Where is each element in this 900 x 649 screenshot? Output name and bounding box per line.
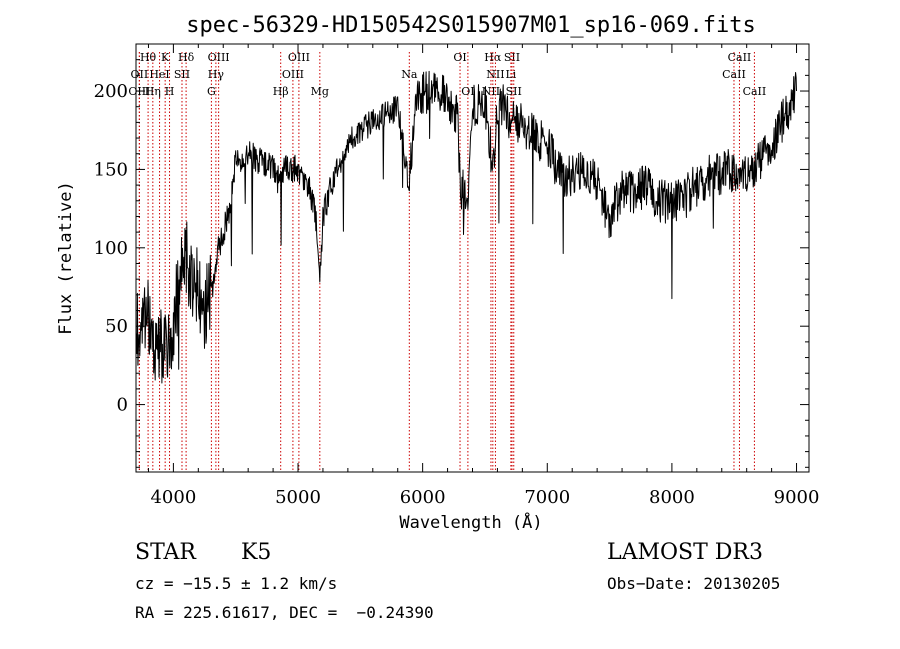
y-axis-label: Flux (relative) [56,181,76,335]
x-axis-label: Wavelength (Å) [399,511,542,533]
line-label-25: CaII [728,51,752,64]
line-label-21: NII [486,68,504,81]
x-tick-label-4: 8000 [649,487,695,508]
line-label-20: SII [504,51,520,64]
x-tick-label-1: 5000 [275,487,321,508]
y-tick-label-2: 100 [94,238,128,259]
line-label-27: CaII [743,85,767,98]
x-tick-label-5: 9000 [774,487,820,508]
line-label-22: Li [505,68,516,81]
spectrum-line-0 [135,70,797,384]
plot-frame [135,43,810,473]
redshift-readout: cz = −15.5 ± 1.2 km/s [135,574,338,593]
line-label-4: HeI [149,68,169,81]
line-label-10: Hγ [208,68,225,81]
line-label-11: G [207,85,216,98]
line-label-3: K [161,51,170,64]
spectrum-series [135,70,797,384]
observation-date: Obs−Date: 20130205 [607,574,781,593]
line-label-17: OI [453,51,466,64]
object-class: STAR [135,540,196,565]
y-tick-label-4: 200 [94,81,128,102]
line-label-9: OIII [208,51,230,64]
x-tick-label-2: 6000 [400,487,446,508]
y-tick-label-3: 150 [94,159,128,180]
line-label-5: Hη [145,85,161,98]
chart-title: spec-56329-HD150542S015907M01_sp16-069.f… [186,13,756,38]
line-label-8: H [165,85,175,98]
axis-ticks: 4000 5000 6000 7000 8000 9000 0 50 100 150 200 [94,43,820,508]
line-label-19: Hα [484,51,502,64]
line-label-0: Hθ [140,51,157,64]
line-label-23: NII [482,85,500,98]
line-label-16: Na [401,68,418,81]
line-label-6: Hδ [178,51,195,64]
x-tick-label-3: 7000 [524,487,570,508]
line-label-7: SII [174,68,190,81]
line-label-13: OIII [282,68,304,81]
y-tick-label-1: 50 [105,316,128,337]
line-label-24: SII [506,85,522,98]
y-tick-label-0: 0 [117,395,128,416]
line-label-26: CaII [722,68,746,81]
x-tick-label-0: 4000 [150,487,196,508]
survey-name: LAMOST DR3 [607,540,763,565]
coordinates-readout: RA = 225.61617, DEC = −0.24390 [135,603,434,622]
object-subclass: K5 [241,540,272,565]
line-label-18: OI [461,85,474,98]
line-label-15: Mg [311,85,329,98]
line-label-14: Hβ [273,85,289,98]
line-label-12: OIII [288,51,310,64]
